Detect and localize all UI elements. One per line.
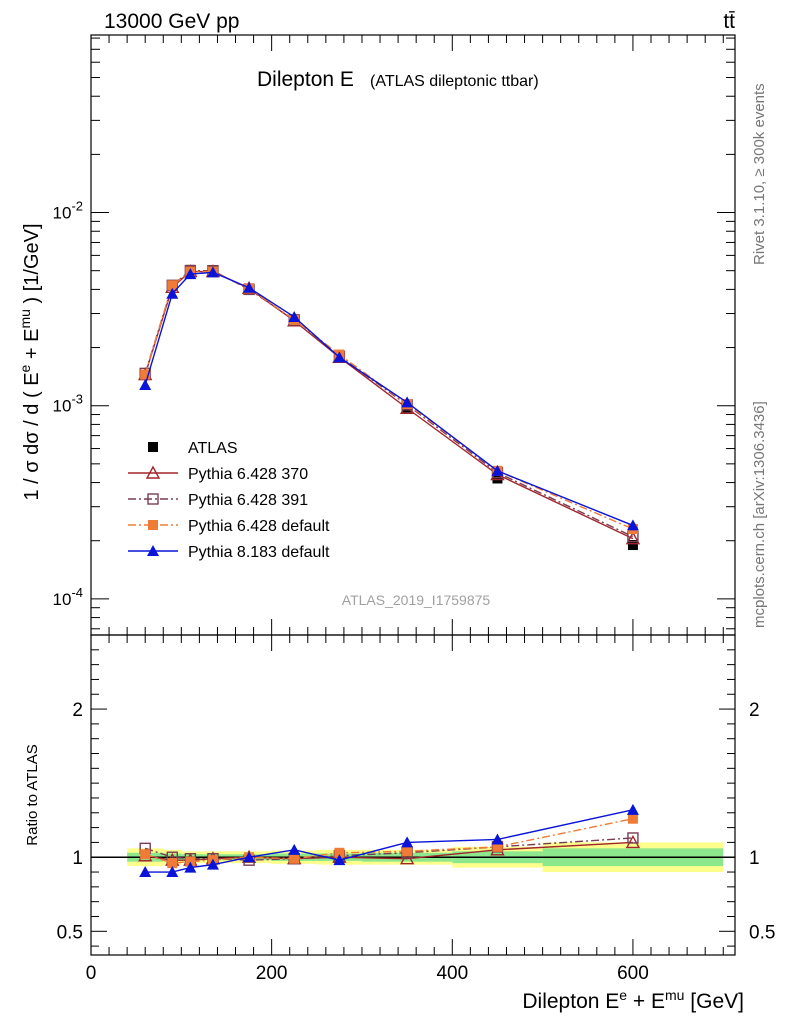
data-point xyxy=(148,442,158,452)
data-point xyxy=(288,843,301,855)
legend-label: Pythia 6.428 370 xyxy=(188,466,308,483)
data-point xyxy=(627,813,638,824)
data-point xyxy=(148,520,158,530)
main-series-line xyxy=(144,271,634,527)
ratio-y-tick-label: 1 xyxy=(749,848,760,869)
data-point xyxy=(206,858,219,870)
data-point xyxy=(147,545,159,556)
main-series xyxy=(138,264,641,551)
data-point xyxy=(139,378,152,390)
legend-entry: Pythia 6.428 default xyxy=(128,518,330,535)
main-title: Dilepton E xyxy=(257,68,354,91)
data-point xyxy=(184,861,197,873)
legend-entry: Pythia 8.183 default xyxy=(128,544,330,561)
data-point xyxy=(145,465,161,479)
data-point xyxy=(166,287,179,299)
data-point xyxy=(206,266,219,278)
data-point xyxy=(625,531,641,545)
x-axis-label: Dilepton Ee + Emu [GeV] xyxy=(522,987,744,1013)
data-point xyxy=(184,268,197,280)
energy-label: 13000 GeV pp xyxy=(104,10,239,33)
data-point xyxy=(334,847,345,858)
ratio-series xyxy=(138,803,641,878)
y-tick-label: 10-2 xyxy=(53,199,83,223)
data-point xyxy=(147,493,159,505)
ratio-series-line xyxy=(144,837,633,861)
mcplots-source-label: mcplots.cern.ch [arXiv:1306.3436] xyxy=(751,401,768,628)
ratio-series-line xyxy=(145,809,634,873)
legend-label: ATLAS xyxy=(188,440,238,457)
x-tick-label: 400 xyxy=(436,963,468,984)
data-point xyxy=(401,836,414,848)
data-point xyxy=(333,854,346,866)
main-series-line xyxy=(144,269,634,538)
rivet-version-label: Rivet 3.1.10, ≥ 300k events xyxy=(751,83,768,265)
data-point xyxy=(333,351,346,363)
ratio-y-tick-label: 2 xyxy=(749,700,760,721)
data-point xyxy=(167,858,178,869)
ratio-y-axis-label: Ratio to ATLAS xyxy=(24,744,41,845)
y-tick-label: 10-3 xyxy=(53,392,83,416)
data-point xyxy=(627,540,638,551)
data-point xyxy=(491,833,504,845)
data-point xyxy=(243,851,256,863)
ratio-y-tick-label: 2 xyxy=(72,700,83,721)
legend-label: Pythia 6.428 default xyxy=(188,518,330,535)
data-point xyxy=(167,280,178,291)
x-tick-label: 600 xyxy=(617,963,649,984)
legend-label: Pythia 8.183 default xyxy=(188,544,330,561)
ratio-y-tick-label: 1 xyxy=(72,848,83,869)
main-series-line xyxy=(144,270,634,540)
analysis-watermark: ATLAS_2019_I1759875 xyxy=(342,592,491,608)
x-tick-label: 200 xyxy=(256,963,288,984)
data-point xyxy=(289,853,300,864)
data-point xyxy=(626,519,639,531)
main-series-line xyxy=(144,270,634,530)
data-point xyxy=(492,841,503,852)
main-y-axis-label: 1 / σ dσ / d ( Ee + Emu ) [1/GeV] xyxy=(17,223,43,500)
legend-entry: Pythia 6.428 370 xyxy=(128,465,308,483)
main-series xyxy=(139,266,639,531)
axes: 10-4 10-3 10-2 0 200 400 600 0.5 0.5 1 1 2 2 xyxy=(53,34,775,984)
x-tick-label: 0 xyxy=(86,963,97,984)
legend-entry: ATLAS xyxy=(148,440,238,457)
legend-label: Pythia 6.428 391 xyxy=(188,492,308,509)
ratio-series-line xyxy=(144,818,634,864)
data-point xyxy=(288,310,301,322)
ratio-plot-frame xyxy=(90,634,736,956)
data-point xyxy=(492,473,503,484)
data-point xyxy=(139,866,152,878)
ratio-y-tick-label: 0.5 xyxy=(749,922,775,943)
data-point xyxy=(402,846,413,857)
data-point xyxy=(166,866,179,878)
data-point xyxy=(626,803,639,815)
ratio-y-tick-label: 0.5 xyxy=(57,922,83,943)
data-point xyxy=(243,281,256,293)
process-label: tt̄ xyxy=(723,10,735,33)
data-point xyxy=(625,834,641,849)
ratio-series xyxy=(139,803,639,878)
main-subtitle: (ATLAS dileptonic ttbar) xyxy=(370,73,539,90)
data-point xyxy=(491,464,504,476)
ratio-series xyxy=(140,813,638,869)
data-point xyxy=(401,396,414,408)
data-point xyxy=(140,369,151,380)
y-tick-label: 10-4 xyxy=(53,585,83,609)
legend: ATLAS Pythia 6.428 370 Pythia 6.428 391 Pyt… xyxy=(128,440,330,561)
data-point xyxy=(627,832,639,844)
data-point xyxy=(140,849,151,860)
legend-entry: Pythia 6.428 391 xyxy=(128,492,308,509)
